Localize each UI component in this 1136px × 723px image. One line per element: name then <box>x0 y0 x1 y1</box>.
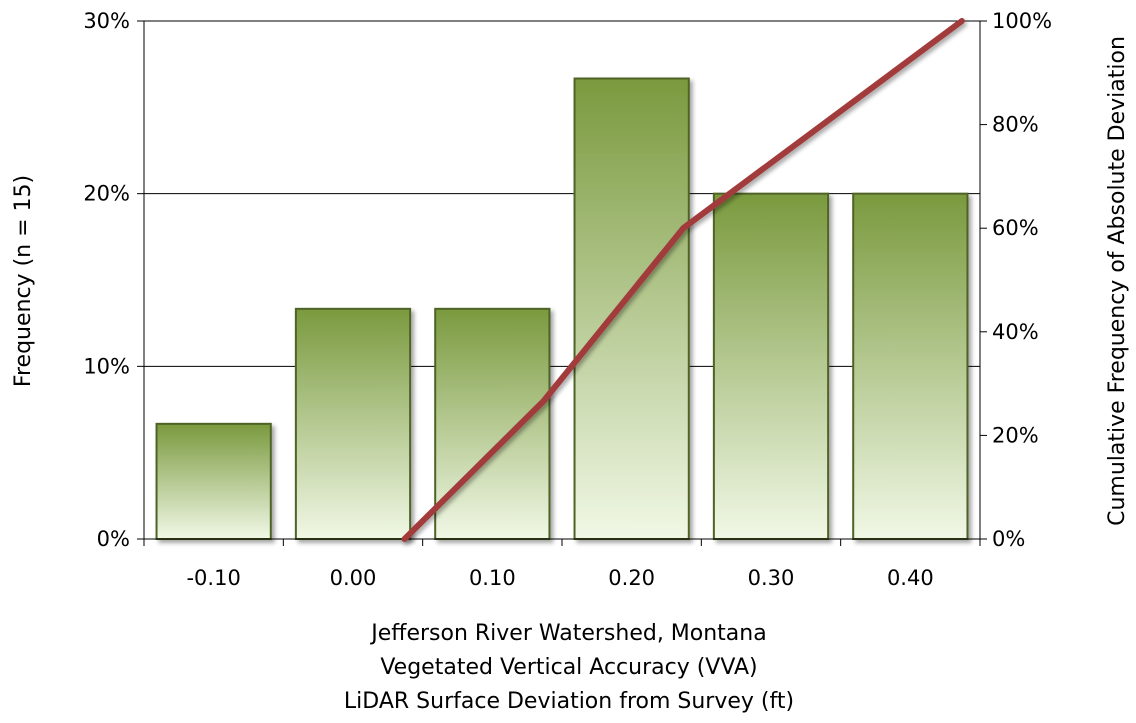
x-axis-title-line-1: Jefferson River Watershed, Montana <box>369 621 766 646</box>
right-tick-label: 100% <box>992 9 1052 33</box>
right-tick-label: 40% <box>992 320 1039 344</box>
left-tick-label: 10% <box>83 354 130 378</box>
x-tick-label: 0.10 <box>469 566 516 590</box>
cumulative-frequency-line <box>401 18 965 542</box>
x-tick-label: 0.00 <box>330 566 377 590</box>
left-axis-title: Frequency (n = 15) <box>11 175 36 387</box>
left-tick-label: 30% <box>83 9 130 33</box>
bar-0.00 <box>294 307 412 540</box>
right-tick-label: 60% <box>992 216 1039 240</box>
left-tick-label: 20% <box>83 182 130 206</box>
bar-0.30 <box>712 192 830 541</box>
right-tick-label: 0% <box>992 527 1025 551</box>
x-tick-label: 0.30 <box>748 566 795 590</box>
x-tick-label: -0.10 <box>186 566 240 590</box>
x-axis-title-line-3: LiDAR Surface Deviation from Survey (ft) <box>344 689 794 714</box>
x-tick-label: 0.40 <box>887 566 934 590</box>
bar-0.10 <box>434 307 551 540</box>
bars-group <box>155 77 969 541</box>
x-axis-title-line-2: Vegetated Vertical Accuracy (VVA) <box>380 655 757 680</box>
cumulative-line-group <box>401 18 965 542</box>
left-axis-ticks: 0% 10% 20% 30% <box>83 9 130 551</box>
right-tick-label: 20% <box>992 423 1039 447</box>
bar-0.40 <box>852 192 969 541</box>
left-tick-label: 0% <box>97 527 130 551</box>
right-axis-ticks: 0% 20% 40% 60% 80% 100% <box>992 9 1052 551</box>
right-axis-title: Cumulative Frequency of Absolute Deviati… <box>1105 36 1130 526</box>
x-axis-ticks: -0.10 0.00 0.10 0.20 0.30 0.40 <box>186 566 933 590</box>
x-tick-label: 0.20 <box>608 566 655 590</box>
right-tick-label: 80% <box>992 113 1039 137</box>
plot-frame <box>137 20 987 546</box>
bar-0.20 <box>573 77 690 541</box>
bar--0.10 <box>155 422 272 540</box>
